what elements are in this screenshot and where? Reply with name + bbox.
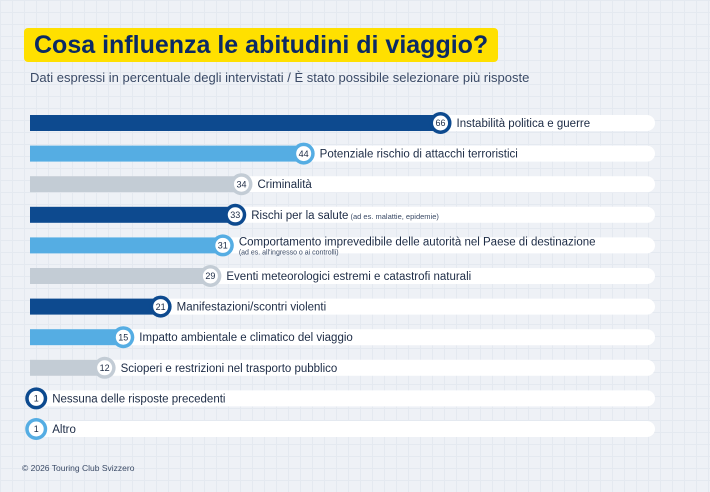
data-label: 12 (100, 363, 110, 373)
page-subtitle: Dati espressi in percentuale degli inter… (30, 70, 530, 85)
category-label: Potenziale rischio di attacchi terrorist… (320, 149, 518, 161)
data-label: 21 (156, 302, 166, 312)
data-label: 34 (236, 179, 246, 189)
bar-track (30, 298, 655, 315)
bar (30, 115, 441, 131)
category-label: Comportamento imprevedibile delle autori… (239, 236, 596, 248)
bar (30, 359, 105, 376)
data-label: 1 (34, 394, 39, 404)
value-badge-center (202, 268, 218, 284)
data-label: 33 (230, 210, 240, 220)
data-label: 31 (218, 241, 228, 251)
bar (30, 237, 223, 254)
category-label: Nessuna delle risposte precedenti (52, 393, 225, 405)
value-badge-center (153, 299, 169, 315)
bar (30, 206, 236, 223)
bar (30, 268, 211, 284)
bar (30, 329, 124, 346)
bar-track (30, 390, 655, 407)
value-badge-center (28, 390, 44, 406)
category-note: (ad es. malattie, epidemie) (348, 212, 439, 221)
value-badge-center (233, 176, 249, 192)
category-note: (ad es. all'ingresso o ai controlli) (239, 249, 339, 256)
category-label: Eventi meteorologici estremi e catastrof… (226, 271, 471, 283)
bar (30, 145, 304, 162)
data-label: 1 (34, 424, 39, 434)
bar (30, 176, 242, 193)
value-badge-center (296, 146, 312, 162)
category-label: Criminalità (257, 179, 312, 191)
bar-track (30, 359, 655, 376)
category-label: Rischi per la salute (ad es. malattie, e… (251, 210, 439, 222)
value-badge-center (115, 329, 131, 345)
page-title: Cosa influenza le abitudini di viaggio? (24, 28, 499, 62)
value-badge-center (227, 207, 243, 223)
data-label: 15 (118, 332, 128, 342)
value-badge-center (97, 360, 113, 376)
bar-track (30, 329, 655, 346)
value-badge-center (28, 421, 44, 437)
category-label: Altro (52, 424, 76, 436)
category-label: Instabilità politica e guerre (457, 118, 591, 130)
category-label: Impatto ambientale e climatico del viagg… (139, 332, 353, 344)
bar-track (30, 421, 655, 437)
category-label: Scioperi e restrizioni nel trasporto pub… (121, 363, 338, 375)
bar (30, 298, 161, 315)
data-label: 66 (436, 118, 446, 128)
data-label: 44 (299, 149, 309, 159)
copyright-footer: © 2026 Touring Club Svizzero (22, 463, 135, 473)
value-badge-center (215, 237, 231, 253)
value-badge-center (433, 115, 449, 131)
data-label: 29 (205, 271, 215, 281)
category-label: Manifestazioni/scontri violenti (177, 302, 327, 314)
